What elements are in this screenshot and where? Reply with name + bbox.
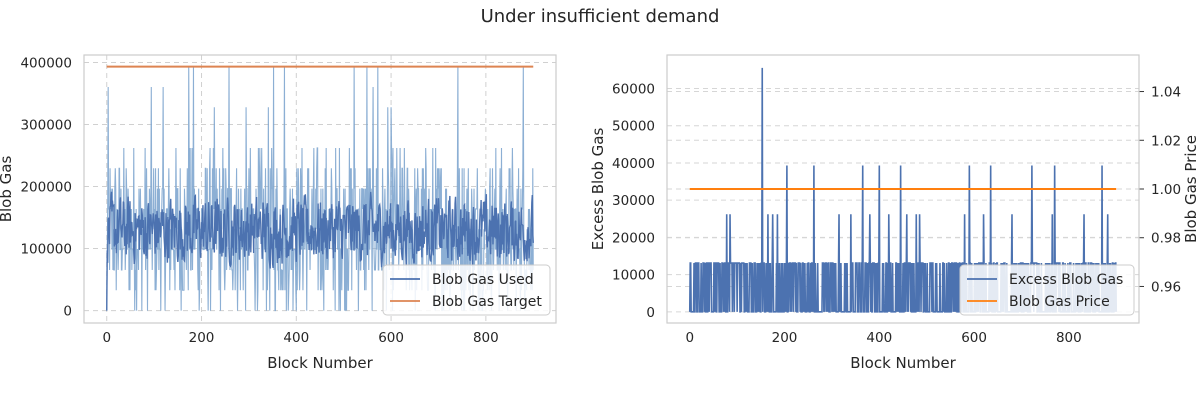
x-tick-label: 600 — [378, 330, 404, 346]
series-line-blob-gas-used — [106, 191, 534, 311]
x-tick-label: 200 — [772, 330, 798, 346]
y-tick-label: 40000 — [612, 156, 655, 172]
x-tick-label: 800 — [1056, 330, 1082, 346]
y-axis-label-right: Blob Gas Price — [1182, 135, 1200, 243]
y-tick-label: 400000 — [20, 55, 72, 71]
y-axis-label: Blob Gas — [0, 156, 15, 223]
y-tick-label: 200000 — [20, 180, 72, 196]
tick-labels: 0 200 400 600 800 0 100000 200000 300000 400000 — [20, 55, 498, 346]
y-tick-label-right: 0.96 — [1151, 279, 1181, 295]
y-tick-label: 0 — [646, 305, 655, 321]
x-tick-label: 400 — [866, 330, 892, 346]
legend-box — [382, 264, 551, 316]
legend-label: Blob Gas Target — [432, 294, 542, 310]
legend: Blob Gas Used Blob Gas Target — [382, 264, 551, 316]
y-tick-label: 60000 — [612, 82, 655, 98]
x-tick-label: 800 — [473, 330, 499, 346]
y-tick-label: 30000 — [612, 193, 655, 209]
x-tick-label: 200 — [189, 330, 215, 346]
legend-box — [959, 264, 1135, 316]
y-tick-label: 10000 — [612, 268, 655, 284]
x-tick-label: 0 — [102, 330, 111, 346]
y-tick-label-right: 1.00 — [1151, 182, 1181, 198]
legend: Excess Blob Gas Blob Gas Price — [959, 264, 1135, 316]
y-axis-label: Excess Blob Gas — [589, 128, 607, 251]
y-tick-label: 0 — [63, 304, 72, 320]
x-tick-label: 0 — [685, 330, 694, 346]
chart-excess-blob-gas: 0 200 400 600 800 0 10000 20000 30000 40000 50000 6… — [589, 54, 1200, 372]
x-tick-label: 600 — [961, 330, 987, 346]
axes-frame — [666, 54, 1140, 324]
legend-label: Excess Blob Gas — [1009, 272, 1123, 288]
y-tick-label-right: 0.98 — [1151, 231, 1181, 247]
y-tick-label: 300000 — [20, 117, 72, 133]
legend-label: Blob Gas Used — [432, 272, 534, 288]
chart-blob-gas: 0 200 400 600 800 0 100000 200000 300000 400000 B… — [0, 54, 557, 372]
y-tick-label: 100000 — [20, 242, 72, 258]
y-tick-label-right: 1.02 — [1151, 133, 1181, 149]
plot-area — [106, 65, 534, 312]
y-tick-label: 50000 — [612, 119, 655, 135]
y-tick-label-right: 1.04 — [1151, 85, 1181, 101]
tick-labels: 0 200 400 600 800 0 10000 20000 30000 40000 50000 6… — [612, 82, 1181, 347]
figure-title: Under insufficient demand — [481, 6, 720, 27]
legend-label: Blob Gas Price — [1009, 294, 1110, 310]
x-axis-label: Block Number — [850, 354, 956, 372]
axes-frame — [83, 54, 557, 324]
x-tick-label: 400 — [283, 330, 309, 346]
x-axis-label: Block Number — [267, 354, 373, 372]
y-tick-label: 20000 — [612, 230, 655, 246]
